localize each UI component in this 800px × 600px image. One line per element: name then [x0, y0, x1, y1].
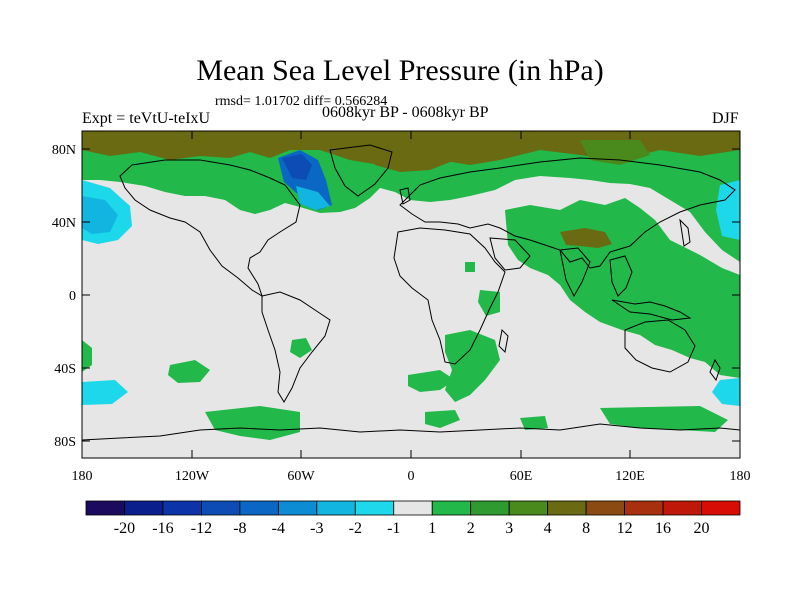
antarctica-outline [82, 423, 740, 441]
colorbar-label: -8 [233, 520, 246, 537]
india-brown-anomaly [560, 228, 612, 248]
colorbar-label: 20 [694, 520, 710, 537]
colorbar-swatch [162, 500, 202, 516]
coastlines [82, 144, 740, 441]
anomaly-fields [82, 131, 740, 440]
colorbar-swatch [547, 500, 587, 516]
colorbar: -20 -16 -12 -8 -4 -3 -2 -1 1 2 3 4 8 12 16 20 [85, 500, 741, 537]
south-pacific-patch [168, 360, 210, 383]
colorbar-label: -20 [114, 520, 135, 537]
south-pacific-negative [82, 380, 128, 405]
india-outline [559, 247, 591, 298]
lat-label: 40N [52, 216, 76, 231]
new-zealand-outline [709, 358, 721, 382]
colorbar-label: 1 [428, 520, 436, 537]
lat-label: 80N [52, 143, 76, 158]
map-title: Mean Sea Level Pressure (in hPa) [196, 54, 604, 87]
lon-label: 60W [287, 469, 315, 484]
colorbar-swatch [662, 500, 702, 516]
colorbar-swatch [470, 500, 510, 516]
colorbar-label: -3 [310, 520, 323, 537]
colorbar-label: 12 [617, 520, 633, 537]
colorbar-label: 4 [544, 520, 552, 537]
colorbar-label: -2 [349, 520, 362, 537]
lon-label: 0 [408, 469, 415, 484]
colorbar-label: -12 [191, 520, 212, 537]
greenland-outline [329, 144, 393, 197]
colorbar-swatch [316, 500, 356, 516]
experiment-label: Expt = teVtU-teIxU [82, 110, 211, 127]
colorbar-label: 2 [467, 520, 475, 537]
colorbar-label: -16 [152, 520, 173, 537]
latitude-labels: 80N 40N 0 40S 80S [52, 143, 76, 450]
colorbar-swatch [508, 500, 549, 516]
colorbar-swatch [624, 500, 664, 516]
lat-label: 0 [69, 289, 76, 304]
antarctic-patches [205, 406, 300, 440]
lon-label: 120E [615, 469, 645, 484]
colorbar-swatch [201, 500, 241, 516]
lon-label: 180 [72, 469, 93, 484]
longitude-labels: 180 120W 60W 0 60E 120E 180 [72, 469, 751, 484]
madagascar-outline [498, 328, 509, 354]
colorbar-label: -1 [387, 520, 400, 537]
colorbar-label: 3 [505, 520, 513, 537]
colorbar-swatch [701, 500, 741, 516]
stats-line: rmsd= 1.01702 diff= 0.566284 [215, 94, 388, 109]
colorbar-swatch [431, 500, 472, 516]
north-america-outline [119, 159, 301, 298]
period-label: 0608kyr BP - 0608kyr BP [322, 104, 489, 121]
colorbar-swatch [585, 500, 625, 516]
season-label: DJF [712, 110, 739, 127]
colorbar-label: -4 [272, 520, 285, 537]
south-america-outline [261, 291, 331, 403]
lat-label: 40S [54, 362, 76, 377]
lat-label: 80S [54, 435, 76, 450]
colorbar-label: 16 [655, 520, 671, 537]
arabia-outline [489, 237, 531, 271]
southeast-asia-outline [609, 255, 633, 297]
lon-label: 120W [175, 469, 210, 484]
colorbar-swatch [354, 500, 395, 516]
uk-outline [399, 187, 411, 205]
colorbar-swatch [124, 500, 164, 516]
arctic-positive-anomaly [82, 131, 740, 262]
japan-outline [679, 218, 691, 247]
eurasia-outline [399, 157, 736, 269]
tick-marks [82, 131, 740, 458]
colorbar-swatch [277, 500, 318, 516]
south-atlantic-patch [445, 330, 500, 402]
lon-label: 60E [510, 469, 533, 484]
colorbar-swatch [393, 500, 433, 516]
lon-label: 180 [730, 469, 751, 484]
colorbar-swatch [85, 500, 125, 516]
australia-outline [624, 319, 696, 373]
africa-outline [393, 227, 506, 365]
colorbar-label: 8 [582, 520, 590, 537]
colorbar-swatch [239, 500, 279, 516]
asia-positive-anomaly [505, 198, 740, 378]
maritime-islands-outline [611, 299, 692, 321]
